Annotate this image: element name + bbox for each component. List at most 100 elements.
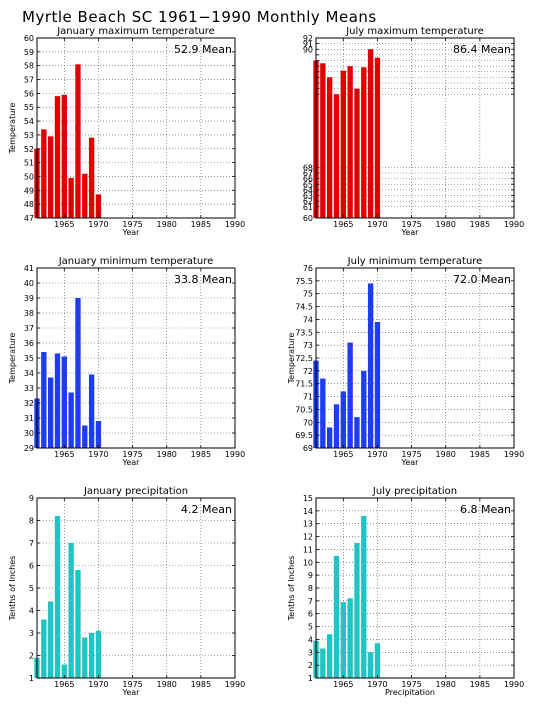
y-axis-label: Tenths of Inches <box>8 556 17 622</box>
y-tick-label: 71 <box>303 393 313 402</box>
x-tick-label: 1970 <box>367 680 387 689</box>
mean-label: 52.9 Mean <box>174 43 232 56</box>
x-axis-label: Year <box>122 458 141 467</box>
x-tick-label: 1975 <box>401 680 421 689</box>
bar <box>41 352 47 448</box>
y-tick-label: 92 <box>303 34 313 43</box>
y-tick-label: 39 <box>24 294 34 303</box>
y-tick-label: 4 <box>29 607 34 616</box>
mean-label: 6.8 Mean <box>460 503 511 516</box>
y-tick-label: 58 <box>24 62 34 71</box>
panel-title: July maximum temperature <box>345 26 484 37</box>
y-tick-label: 76 <box>303 264 313 273</box>
y-tick-label: 6 <box>308 610 313 619</box>
bar <box>41 129 47 218</box>
chart-panel-1: 47 48 49 50 51 52 53 54 55 56 57 58 59 60 1965 1970 1975… <box>8 26 245 237</box>
bar <box>47 601 54 678</box>
bar <box>347 66 353 218</box>
bar <box>320 378 326 448</box>
y-tick-label: 8 <box>29 517 34 526</box>
x-tick-label: 1975 <box>401 220 421 229</box>
panel-title: January maximum temperature <box>56 26 215 37</box>
bar <box>367 49 374 218</box>
y-tick-label: 10 <box>303 558 313 567</box>
x-tick-label: 1965 <box>54 450 74 459</box>
x-tick-label: 1970 <box>88 450 108 459</box>
mean-label: 4.2 Mean <box>181 503 232 516</box>
y-tick-label: 65 <box>303 180 313 189</box>
y-tick-label: 91 <box>303 40 313 49</box>
bar <box>47 136 54 218</box>
y-tick-label: 9 <box>308 571 313 580</box>
y-tick-label: 5 <box>29 584 34 593</box>
main-title: Myrtle Beach SC 1961−1990 Monthly Means <box>22 8 377 26</box>
bar <box>75 570 81 678</box>
bar <box>54 96 61 218</box>
mean-label: 33.8 Mean <box>174 273 232 286</box>
y-tick-label: 3 <box>29 629 34 638</box>
bar <box>95 630 102 678</box>
y-tick-label: 62 <box>303 197 313 206</box>
y-tick-label: 59 <box>24 48 34 57</box>
y-tick-label: 1 <box>308 674 313 683</box>
y-tick-label: 73.5 <box>295 328 313 337</box>
x-tick-label: 1975 <box>122 450 142 459</box>
y-tick-label: 47 <box>24 214 34 223</box>
x-tick-label: 1985 <box>191 450 211 459</box>
bar <box>326 634 333 678</box>
y-tick-label: 35 <box>24 354 34 363</box>
y-tick-label: 34 <box>24 369 34 378</box>
y-tick-label: 70.5 <box>295 405 313 414</box>
bar <box>367 652 374 678</box>
bar <box>361 67 367 218</box>
y-tick-label: 7 <box>29 539 34 548</box>
y-tick-label: 38 <box>24 309 34 318</box>
y-tick-label: 56 <box>24 89 34 98</box>
y-axis-label: Temperature <box>287 333 296 385</box>
bar <box>88 374 95 448</box>
y-tick-label: 5 <box>308 623 313 632</box>
x-tick-label: 1980 <box>157 450 177 459</box>
bar <box>340 70 346 218</box>
bar <box>68 177 74 218</box>
y-axis-label: Temperature <box>8 333 17 385</box>
y-tick-label: 68 <box>303 163 313 172</box>
bar <box>374 322 381 448</box>
x-tick-label: 1965 <box>333 220 353 229</box>
y-tick-label: 2 <box>29 652 34 661</box>
bar <box>54 516 61 678</box>
y-tick-label: 51 <box>24 159 34 168</box>
bar <box>82 425 88 448</box>
bar <box>61 664 67 678</box>
bar <box>82 173 88 218</box>
bar <box>340 602 346 678</box>
bar <box>75 298 81 448</box>
x-tick-label: 1990 <box>225 220 245 229</box>
y-tick-label: 72 <box>303 367 313 376</box>
bar <box>354 417 360 448</box>
y-tick-label: 74 <box>303 315 313 324</box>
y-tick-label: 60 <box>303 214 313 223</box>
y-tick-label: 53 <box>24 131 34 140</box>
y-tick-label: 7 <box>308 597 313 606</box>
y-tick-label: 69 <box>303 444 313 453</box>
y-axis-label: Tenths of Inches <box>287 556 296 622</box>
bar <box>326 427 333 448</box>
y-tick-label: 50 <box>24 172 34 181</box>
bar <box>75 64 81 218</box>
chart-panel-3: 29 30 31 32 33 34 35 36 37 38 39 40 41 1965 1970 1975 19… <box>8 256 245 467</box>
y-tick-label: 75 <box>303 290 313 299</box>
y-tick-label: 40 <box>24 279 34 288</box>
panel-title: July minimum temperature <box>347 256 483 267</box>
y-tick-label: 73 <box>303 341 313 350</box>
x-tick-label: 1975 <box>401 450 421 459</box>
panel-title: January minimum temperature <box>58 256 214 267</box>
y-tick-label: 1 <box>29 674 34 683</box>
x-tick-label: 1990 <box>504 680 524 689</box>
bar <box>68 543 74 678</box>
bar <box>340 391 346 448</box>
plot-frame <box>315 37 515 219</box>
x-axis-label: Year <box>401 458 420 467</box>
